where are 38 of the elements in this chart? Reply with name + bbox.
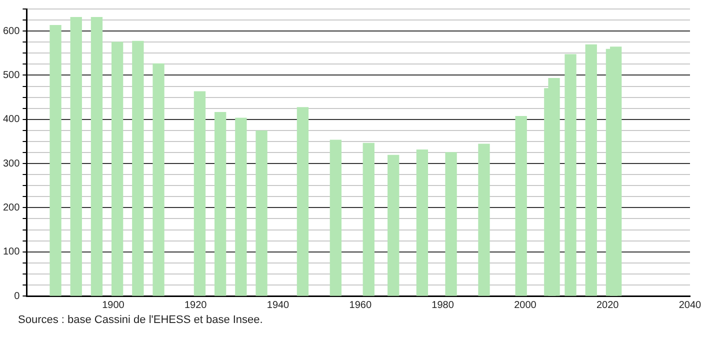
x-tick-label: 2040 (678, 300, 702, 311)
x-tick-label: 1900 (102, 300, 125, 311)
y-tick-label: 400 (2, 114, 20, 126)
y-tick-label: 500 (2, 70, 20, 81)
bar (610, 46, 622, 296)
x-tick-label: 2020 (596, 300, 620, 311)
x-tick-label: 1960 (349, 300, 372, 311)
bar (515, 116, 527, 296)
x-tick-label: 2000 (514, 300, 537, 311)
bar (214, 112, 226, 296)
y-tick-label: 600 (2, 26, 20, 37)
bar (70, 17, 82, 296)
y-tick-label: 200 (2, 202, 20, 214)
x-tick-label: 1980 (432, 300, 454, 311)
bar (256, 130, 268, 296)
bar (50, 25, 62, 296)
bar (445, 152, 457, 296)
x-tick-label: 1940 (266, 300, 290, 311)
bar (564, 54, 576, 296)
bar (296, 107, 309, 296)
bar (478, 144, 490, 296)
y-tick-label: 0 (14, 290, 20, 302)
bar (548, 78, 560, 296)
bar (111, 42, 124, 296)
bar (235, 118, 247, 296)
y-tick-label: 300 (2, 158, 20, 170)
bar (90, 17, 103, 296)
x-tick-label: 1920 (184, 300, 208, 311)
bar (416, 150, 428, 296)
bar (330, 140, 342, 296)
y-tick-label: 100 (2, 246, 20, 258)
bar (362, 142, 374, 296)
bar (152, 63, 164, 296)
bar (194, 91, 206, 296)
bar (132, 40, 144, 296)
source-note: Sources : base Cassini de l'EHESS et base Insee. (18, 314, 264, 326)
bar (585, 44, 597, 296)
bar (388, 154, 400, 296)
